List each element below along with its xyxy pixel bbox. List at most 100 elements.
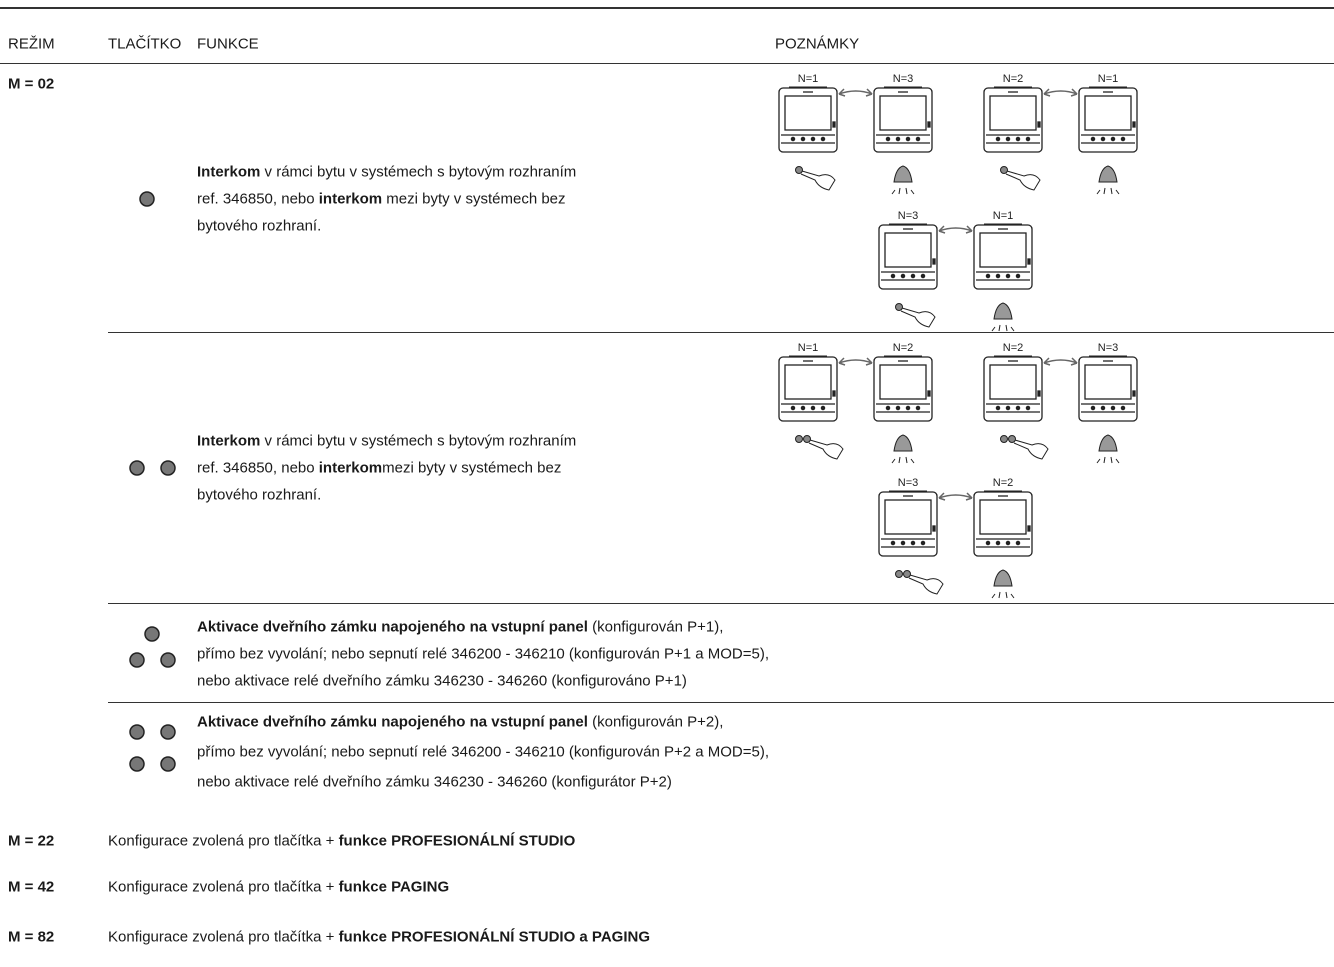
bold-text: funkce PAGING [338,878,450,896]
monitor-body [778,356,838,422]
monitor-key [885,405,891,411]
bold-text: Interkom [197,432,261,450]
monitor-key [1120,405,1126,411]
text: nebo aktivace relé dveřního zámku 346230… [197,672,687,690]
arrow-head [838,357,873,366]
monitor-key [1015,136,1021,142]
monitor [973,491,1033,557]
text-line: Aktivace dveřního zámku napojeného na vs… [197,714,723,731]
top-rule [0,7,1334,9]
monitor-key [810,136,816,142]
press-dot [1008,435,1016,443]
header-mode: REŽIM [8,35,55,53]
text-line: ref. 346850, nebo interkommezi byty v sy… [197,460,561,477]
row-rule [108,702,1334,703]
device-label: N=1 [798,342,819,354]
monitor-key [1110,405,1116,411]
hand [908,574,944,595]
text-line: ref. 346850, nebo interkom mezi byty v s… [197,191,566,208]
device-label: N=2 [1003,73,1024,85]
monitor-key [885,136,891,142]
monitor-screen [784,95,832,131]
hand [1005,170,1041,191]
monitor-screen [884,232,932,268]
monitor-key [895,405,901,411]
text-line: nebo aktivace relé dveřního zámku 346230… [197,774,672,791]
monitor-key [1100,405,1106,411]
bell-rays [1096,187,1120,195]
monitor-key [1005,136,1011,142]
monitor-key [1100,136,1106,142]
monitor-key [985,540,991,546]
device-label: N=3 [898,210,919,222]
monitor-key [1120,136,1126,142]
press-dot [895,570,903,578]
press-dot [1000,435,1008,443]
monitor-key [900,273,906,279]
text-line: Konfigurace zvolená pro tlačítka + funkc… [108,929,650,946]
monitor-led [927,121,931,128]
monitor-screen [979,499,1027,535]
monitor-screen [1084,364,1132,400]
bell-rays [991,591,1015,599]
text: bytového rozhraní. [197,217,322,235]
monitor [873,87,933,153]
text: nebo aktivace relé dveřního zámku 346230… [197,773,672,791]
monitor-key [1090,136,1096,142]
button-dot [129,724,145,740]
arrow-head [1043,88,1078,97]
monitor-screen [784,364,832,400]
text-line: přímo bez vyvolání; nebo sepnutí relé 34… [197,646,769,663]
monitor [778,87,838,153]
monitor-key [900,540,906,546]
text: Konfigurace zvolená pro tlačítka + [108,928,339,946]
bell [993,569,1013,587]
monitor [973,224,1033,290]
device-label: N=3 [898,477,919,489]
mode-label: M = 42 [8,878,55,896]
monitor-body [983,87,1043,153]
bold-text: interkom [318,459,383,477]
button-dot [129,652,145,668]
monitor-screen [879,364,927,400]
button-dot [160,724,176,740]
arrow-head [938,492,973,501]
text-line: Aktivace dveřního zámku napojeného na vs… [197,619,723,636]
monitor-key [1005,405,1011,411]
monitor-key [800,136,806,142]
monitor-led [932,525,936,532]
press-icon [795,435,844,460]
text-line: Konfigurace zvolená pro tlačítka + funkc… [108,879,449,896]
monitor-screen [1084,95,1132,131]
device-label: N=3 [1098,342,1119,354]
press-dot [795,435,803,443]
text: (konfigurován P+2), [587,713,724,731]
bell-icon [891,165,915,195]
monitor-body [983,356,1043,422]
monitor-key [905,405,911,411]
monitor-key [910,540,916,546]
monitor-led [932,258,936,265]
text-line: bytového rozhraní. [197,218,321,235]
monitor-screen [879,95,927,131]
monitor-key [920,540,926,546]
press-icon [895,570,944,595]
monitor-key [1110,136,1116,142]
device-label: N=2 [1003,342,1024,354]
bold-text: Interkom [197,163,261,181]
monitor [873,356,933,422]
monitor-key [1090,405,1096,411]
monitor-body [873,356,933,422]
text-line: Konfigurace zvolená pro tlačítka + funkc… [108,833,575,850]
monitor-key [890,273,896,279]
text: ref. 346850, nebo [197,459,319,477]
arrow-head [938,225,973,234]
bold-text: Aktivace dveřního zámku napojeného na vs… [197,713,588,731]
monitor-body [1078,356,1138,422]
monitor-key [1005,273,1011,279]
hand [800,170,836,191]
mode-label: M = 82 [8,928,55,946]
device-label: N=3 [893,73,914,85]
